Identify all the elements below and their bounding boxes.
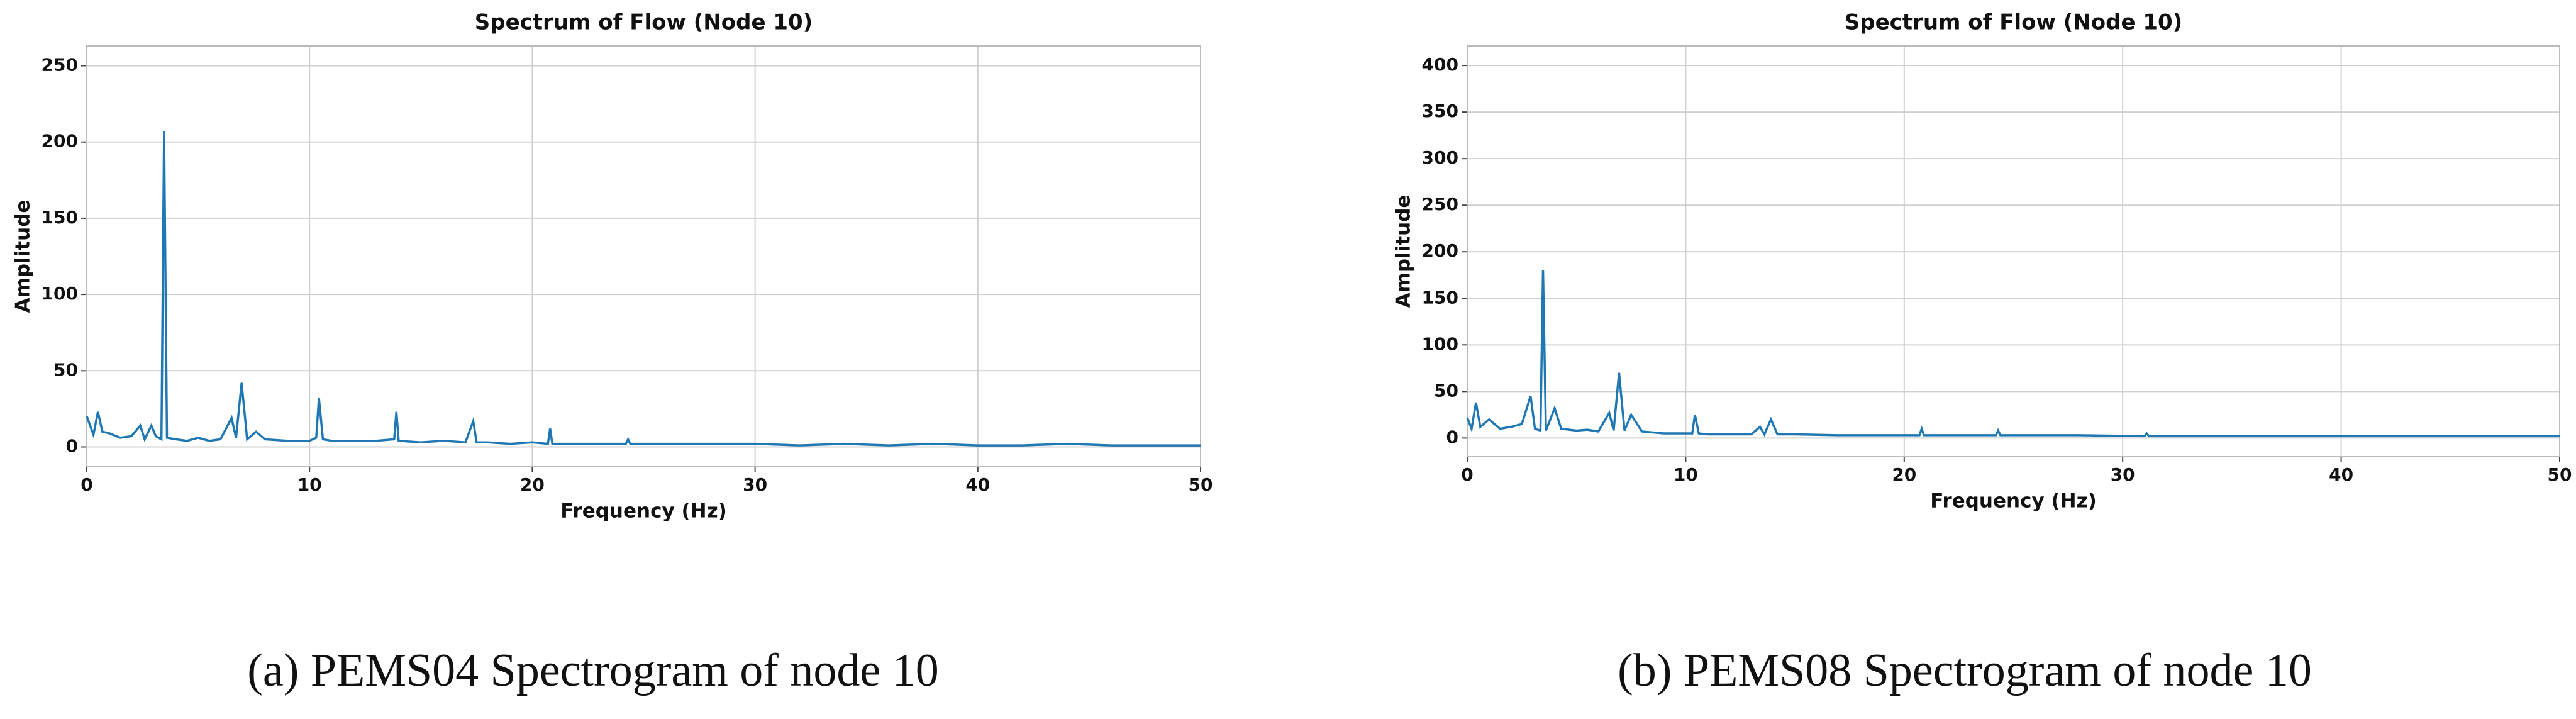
x-axis-label: Frequency (Hz): [1930, 490, 2097, 513]
y-tick-label: 300: [1422, 147, 1458, 168]
spectrum-line: [1466, 270, 2560, 438]
y-tick-label: 0: [1446, 426, 1458, 447]
x-tick-label: 20: [520, 474, 545, 495]
y-tick-label: 100: [1422, 333, 1458, 354]
x-tick-label: 20: [1892, 464, 1916, 485]
x-tick-label: 0: [1461, 464, 1473, 485]
plot-frame: [1467, 45, 2560, 457]
spectrum-line: [86, 131, 1201, 447]
y-tick-label: 50: [1434, 380, 1458, 401]
x-axis-label: Frequency (Hz): [560, 500, 727, 523]
x-tick-label: 50: [2548, 464, 2572, 485]
y-axis-label: Amplitude: [12, 200, 35, 313]
x-tick-label: 0: [80, 474, 92, 495]
y-tick-label: 200: [1422, 240, 1458, 261]
y-tick-label: 400: [1422, 54, 1458, 75]
plot-frame: [86, 45, 1201, 467]
y-tick-label: 50: [53, 359, 78, 380]
y-tick-label: 200: [42, 131, 78, 152]
y-tick-label: 350: [1422, 101, 1458, 121]
y-axis-label: Amplitude: [1392, 195, 1415, 308]
chart-title: Spectrum of Flow (Node 10): [475, 10, 813, 35]
x-tick-label: 30: [2111, 464, 2135, 485]
chart-title: Spectrum of Flow (Node 10): [1845, 10, 2182, 35]
y-tick-label: 100: [42, 283, 78, 304]
y-tick-label: 250: [1422, 194, 1458, 215]
y-tick-label: 150: [42, 207, 78, 228]
x-tick-label: 40: [965, 474, 990, 495]
x-tick-label: 50: [1189, 474, 1213, 495]
caption: (b) PEMS08 Spectrogram of node 10: [1618, 645, 2312, 696]
y-tick-label: 0: [66, 435, 78, 456]
x-tick-label: 40: [2329, 464, 2353, 485]
caption: (a) PEMS04 Spectrogram of node 10: [247, 645, 939, 696]
y-tick-label: 150: [1422, 287, 1458, 308]
x-tick-label: 30: [743, 474, 767, 495]
x-tick-label: 10: [297, 474, 322, 495]
y-tick-label: 250: [42, 55, 78, 75]
x-tick-label: 10: [1674, 464, 1698, 485]
